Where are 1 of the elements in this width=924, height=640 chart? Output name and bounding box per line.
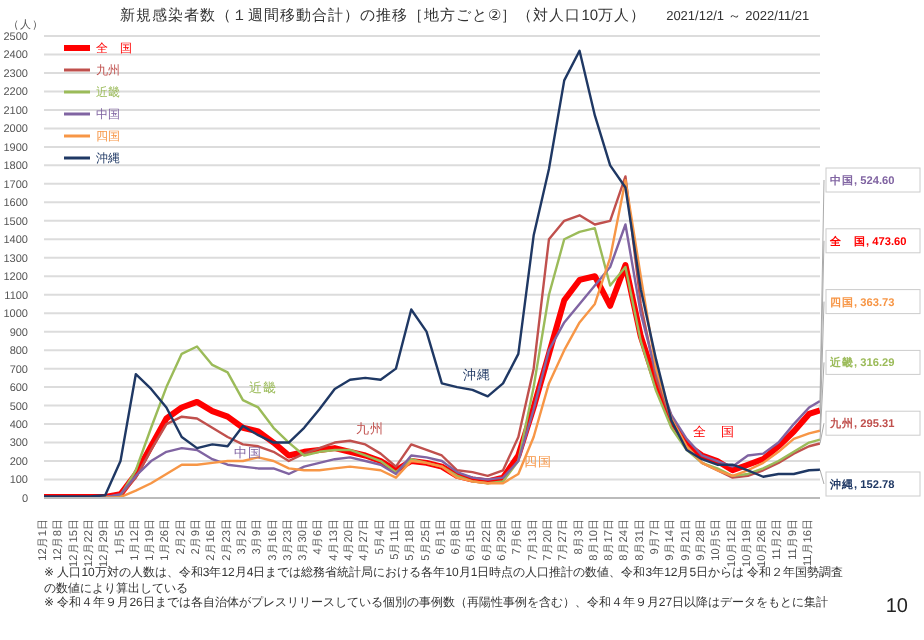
text: 10: [885, 596, 908, 618]
